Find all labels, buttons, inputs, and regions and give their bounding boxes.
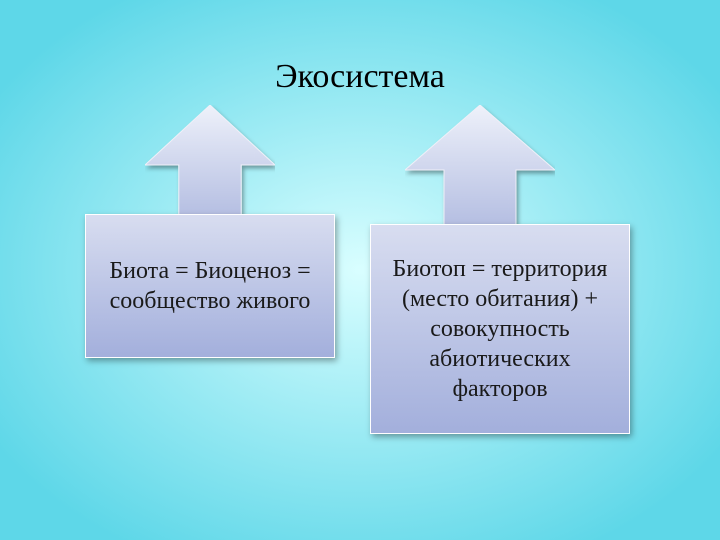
slide-title: Экосистема xyxy=(0,58,720,96)
concept-box-biota: Биота = Биоценоз = сообщество живого xyxy=(85,214,335,358)
up-arrow-right xyxy=(405,105,555,235)
concept-box-biota-text: Биота = Биоценоз = сообщество живого xyxy=(96,256,324,316)
up-arrow-left xyxy=(145,105,275,225)
concept-box-biotop: Биотоп = территория (место обитания) + с… xyxy=(370,224,630,434)
concept-box-biotop-text: Биотоп = территория (место обитания) + с… xyxy=(381,254,619,404)
